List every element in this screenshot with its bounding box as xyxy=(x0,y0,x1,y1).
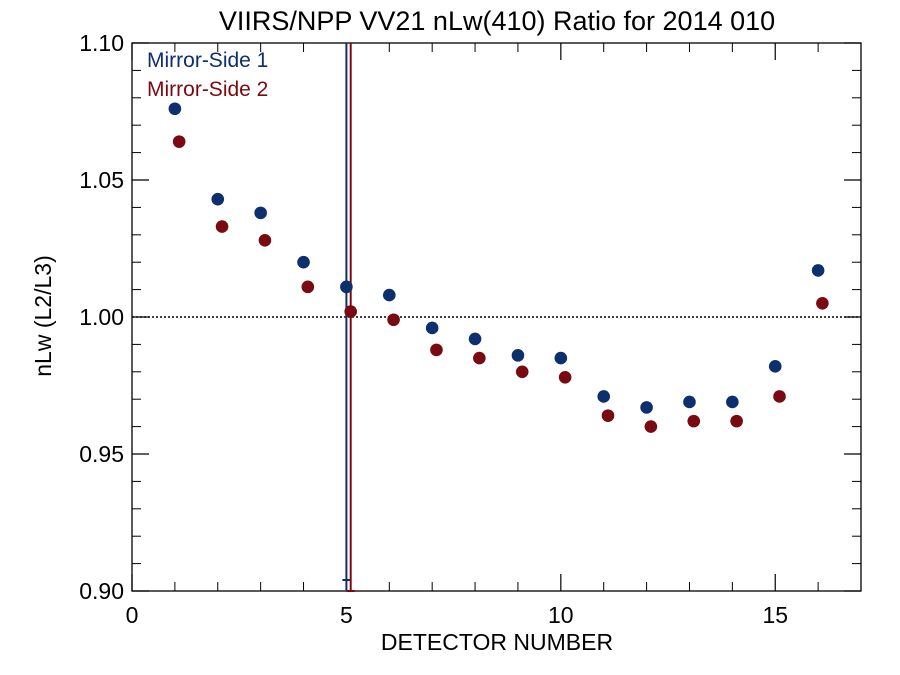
tick-labels: 0 5 10 15 0.90 0.95 1.00 1.05 1.10 xyxy=(79,30,788,628)
y-tick-label: 0.95 xyxy=(79,441,124,467)
series-1-point xyxy=(254,206,267,220)
x-tick-label: 15 xyxy=(762,602,788,628)
series-1-point xyxy=(768,360,782,373)
y-tick-label: 1.00 xyxy=(79,304,124,330)
series-2-point xyxy=(387,313,400,327)
series-1-point xyxy=(511,349,525,362)
y-tick-label: 1.05 xyxy=(79,167,124,193)
legend-item-1: Mirror-Side 1 xyxy=(147,49,268,72)
x-tick-label: 5 xyxy=(340,602,353,628)
series-2-point xyxy=(344,305,358,318)
series-1-point xyxy=(168,102,182,116)
series-1-point xyxy=(382,288,396,302)
series-2-point xyxy=(515,365,529,379)
x-axis-label: DETECTOR NUMBER xyxy=(381,629,613,655)
series-2-point xyxy=(215,220,229,233)
series-2-point xyxy=(644,420,658,433)
series-2-point xyxy=(172,135,186,148)
series-1-point xyxy=(425,321,439,335)
series-1-point xyxy=(554,351,568,365)
series-2-point xyxy=(301,280,315,294)
legend-item-2: Mirror-Side 2 xyxy=(147,78,268,101)
series-2-point xyxy=(601,409,615,422)
series-2-point xyxy=(558,370,572,384)
series-2-point xyxy=(773,390,786,403)
series-1-point xyxy=(811,264,825,277)
series-1-point xyxy=(468,332,482,346)
y-tick-label: 1.10 xyxy=(79,30,124,56)
series-1-point xyxy=(211,192,225,206)
series-1-point xyxy=(640,401,653,414)
data-points xyxy=(168,102,829,433)
series-2-point xyxy=(258,233,272,247)
series-1-point xyxy=(340,280,353,294)
x-tick-label: 0 xyxy=(126,602,139,628)
y-axis-label: nLw (L2/L3) xyxy=(30,255,56,376)
series-1-point xyxy=(683,395,696,409)
series-1-point xyxy=(297,255,310,269)
series-1-point xyxy=(597,390,611,403)
x-tick-label: 10 xyxy=(548,602,574,628)
series-2-point xyxy=(730,414,743,428)
y-tick-label: 0.90 xyxy=(79,578,124,604)
series-2-point xyxy=(816,297,829,310)
series-1-point xyxy=(726,395,739,409)
minor-ticks xyxy=(132,43,862,591)
chart-title: VIIRS/NPP VV21 nLw(410) Ratio for 2014 0… xyxy=(219,6,775,36)
series-2-point xyxy=(473,351,486,365)
legend: Mirror-Side 1 Mirror-Side 2 xyxy=(147,49,268,101)
series-2-point xyxy=(430,343,443,357)
series-2-point xyxy=(687,414,701,428)
